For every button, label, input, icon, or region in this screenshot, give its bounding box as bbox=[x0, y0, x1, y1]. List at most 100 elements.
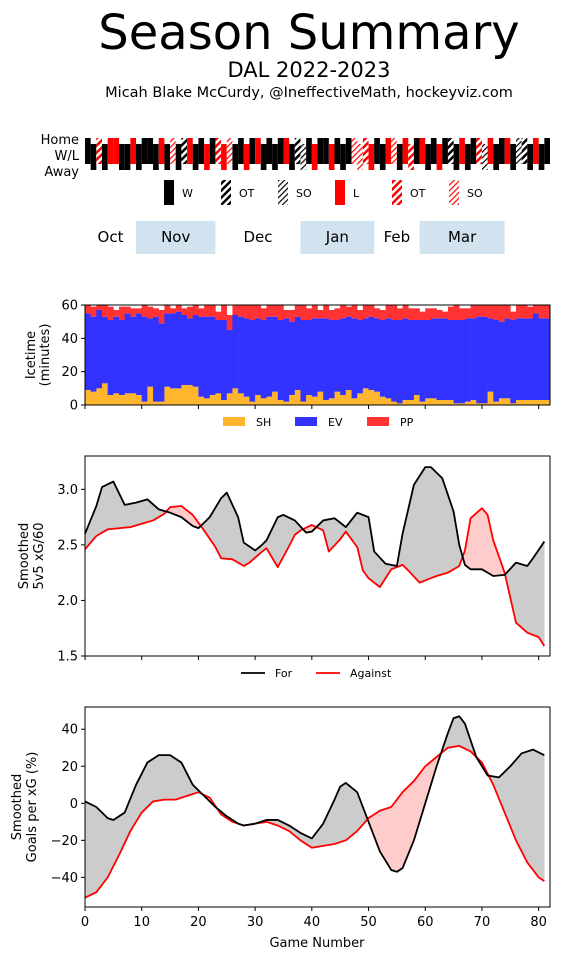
icetime-bar-sh bbox=[136, 395, 143, 405]
gap-fill-segment bbox=[357, 792, 359, 832]
gap-fill-segment bbox=[147, 761, 150, 808]
icetime-bar-pp bbox=[357, 310, 364, 320]
icetime-bar-pp bbox=[300, 305, 307, 320]
icetime-bar-ev bbox=[317, 318, 324, 392]
gap-fill-segment bbox=[517, 562, 520, 626]
gap-fill-segment bbox=[517, 756, 520, 846]
gap-fill-segment bbox=[220, 496, 223, 559]
y-tick-label: 20 bbox=[61, 365, 78, 380]
figure-title: Season Summary bbox=[98, 5, 519, 61]
gap-fill-segment bbox=[539, 752, 542, 880]
gap-fill-segment bbox=[332, 517, 335, 548]
icetime-bar-sh bbox=[498, 398, 505, 405]
gap-fill-segment bbox=[437, 473, 440, 576]
gap-fill-segment bbox=[379, 809, 382, 855]
gap-fill-segment bbox=[114, 817, 117, 864]
gap-fill-segment bbox=[342, 783, 345, 842]
gap-fill-segment bbox=[140, 500, 142, 525]
icetime-bar-ev bbox=[413, 320, 420, 395]
icetime-bar-ev bbox=[442, 318, 449, 400]
gap-fill-segment bbox=[330, 518, 332, 551]
gap-fill-segment bbox=[223, 493, 226, 559]
gap-fill-segment bbox=[154, 756, 157, 802]
gap-fill-segment bbox=[159, 754, 162, 801]
icetime-bar-ev bbox=[481, 316, 488, 404]
icetime-bar-sh bbox=[481, 403, 488, 405]
icetime-bar-ev bbox=[464, 318, 471, 402]
icetime-bar-pp bbox=[544, 305, 551, 319]
icetime-bar-ev bbox=[209, 316, 216, 395]
gap-fill-segment bbox=[118, 493, 121, 529]
xg-axes-frame bbox=[84, 455, 551, 657]
gap-fill-segment bbox=[518, 563, 521, 627]
gap-fill-segment bbox=[118, 814, 121, 856]
gap-fill-segment bbox=[423, 466, 426, 582]
icetime-bar-sh bbox=[124, 393, 131, 405]
gap-fill-segment bbox=[233, 507, 236, 562]
icetime-bar-sh bbox=[294, 390, 301, 405]
gap-fill-segment bbox=[135, 781, 138, 823]
gap-fill-segment bbox=[87, 802, 90, 897]
gap-fill-segment bbox=[521, 564, 524, 630]
gap-fill-segment bbox=[338, 521, 341, 542]
gap-fill-segment bbox=[171, 755, 174, 800]
gap-fill-segment bbox=[539, 545, 542, 643]
icetime-bar-ev bbox=[124, 313, 131, 394]
icetime-bar-pp bbox=[374, 308, 381, 319]
icetime-bar-sh bbox=[374, 391, 381, 405]
legend-label: OT bbox=[410, 187, 426, 200]
gap-fill-segment bbox=[179, 505, 182, 518]
gap-fill-segment bbox=[386, 807, 389, 867]
game-result-bar bbox=[272, 144, 278, 170]
gap-fill-segment bbox=[393, 800, 396, 872]
x-tick-label: 0 bbox=[81, 915, 89, 930]
gap-fill-segment bbox=[470, 516, 473, 570]
legend-label: SO bbox=[467, 187, 483, 200]
y-tick-label: 0 bbox=[70, 797, 78, 812]
icetime-bar-sh bbox=[277, 400, 284, 405]
y-tick-label: 2.5 bbox=[57, 538, 78, 553]
x-tick-label: 50 bbox=[360, 915, 377, 930]
icetime-bar-pp bbox=[476, 305, 483, 317]
for-line bbox=[84, 466, 546, 577]
gap-fill-segment bbox=[453, 717, 456, 748]
game-result-bar bbox=[119, 144, 125, 170]
gap-fill-segment bbox=[349, 785, 352, 838]
gap-fill-segment bbox=[277, 516, 280, 568]
game-result-bar bbox=[476, 138, 482, 164]
icetime-bar-ev bbox=[90, 316, 97, 392]
gap-fill-segment bbox=[157, 754, 159, 801]
gap-fill-segment bbox=[145, 499, 148, 523]
y-tick-label: 40 bbox=[61, 332, 78, 347]
icetime-bar-ev bbox=[260, 320, 267, 399]
icetime-bar-pp bbox=[289, 310, 296, 322]
gap-fill-segment bbox=[96, 806, 98, 893]
icetime-bar-pp bbox=[249, 305, 256, 320]
icetime-bar-ev bbox=[119, 320, 125, 395]
gap-fill-segment bbox=[168, 754, 171, 800]
legend-swatch bbox=[223, 417, 245, 426]
y-tick-label: 20 bbox=[61, 760, 78, 775]
icetime-bar-pp bbox=[226, 315, 233, 330]
game-result-bar bbox=[470, 138, 477, 164]
icetime-bar-sh bbox=[283, 401, 290, 405]
gap-fill-segment bbox=[473, 514, 476, 570]
gap-fill-segment bbox=[106, 816, 108, 880]
icetime-bar-sh bbox=[238, 393, 245, 405]
game-result-bar bbox=[266, 138, 273, 164]
game-result-bar bbox=[170, 138, 176, 164]
gap-fill-segment bbox=[280, 515, 283, 562]
game-result-bar bbox=[527, 144, 533, 170]
icetime-bar-pp bbox=[521, 305, 528, 319]
game-result-bar bbox=[459, 138, 465, 164]
xg-ylabel-line2: 5v5 xG/60 bbox=[32, 522, 47, 589]
game-result-bar bbox=[351, 138, 358, 164]
gpxg-fill-between bbox=[84, 715, 545, 899]
icetime-bar-ev bbox=[113, 316, 120, 394]
game-result-bar bbox=[368, 144, 375, 170]
game-result-bar bbox=[243, 144, 250, 170]
icetime-bar-pp bbox=[119, 306, 125, 320]
legend-swatch bbox=[449, 180, 459, 205]
gap-fill-segment bbox=[344, 782, 347, 842]
gap-fill-segment bbox=[415, 479, 417, 581]
